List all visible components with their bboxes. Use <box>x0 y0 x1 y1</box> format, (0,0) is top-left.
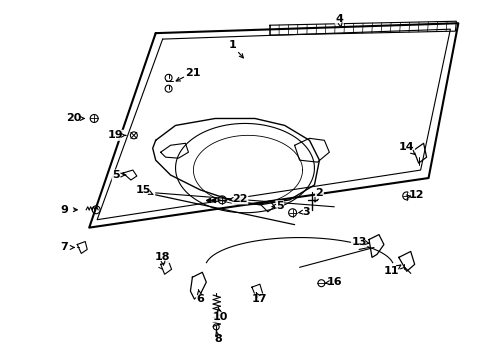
Text: 9: 9 <box>61 205 68 215</box>
Text: 18: 18 <box>155 252 170 262</box>
Text: 10: 10 <box>212 312 227 322</box>
Text: 16: 16 <box>326 277 342 287</box>
Text: 2: 2 <box>315 188 323 198</box>
Text: 22: 22 <box>232 194 247 204</box>
Text: 20: 20 <box>65 113 81 123</box>
Text: 21: 21 <box>184 68 200 78</box>
Text: 17: 17 <box>252 294 267 304</box>
Text: 6: 6 <box>196 294 204 304</box>
Text: 8: 8 <box>214 334 222 344</box>
Text: 5: 5 <box>112 170 120 180</box>
Text: 11: 11 <box>383 266 399 276</box>
Text: 1: 1 <box>228 40 236 50</box>
Text: 19: 19 <box>108 130 123 140</box>
Text: 5: 5 <box>275 201 283 211</box>
Text: 7: 7 <box>61 243 68 252</box>
Text: 14: 14 <box>398 142 414 152</box>
Text: 3: 3 <box>302 207 310 217</box>
Text: 13: 13 <box>351 237 366 247</box>
Text: 12: 12 <box>408 190 424 200</box>
Text: 4: 4 <box>335 14 343 24</box>
Text: 15: 15 <box>136 185 151 195</box>
